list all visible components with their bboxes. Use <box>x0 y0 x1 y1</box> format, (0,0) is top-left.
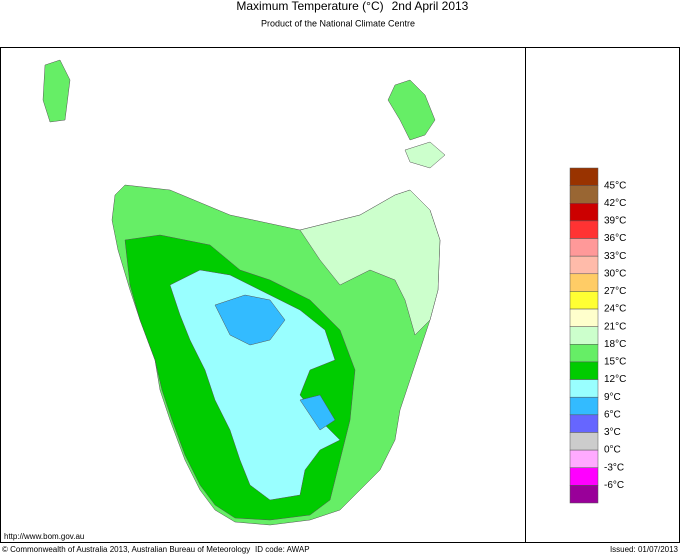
legend-label: 15°C <box>604 357 626 368</box>
legend-swatch <box>569 273 599 292</box>
id-code: ID code: AWAP <box>255 545 310 554</box>
legend-label: 45°C <box>604 180 626 191</box>
legend-label: 6°C <box>604 409 621 420</box>
legend-swatch <box>569 344 599 363</box>
legend-swatch <box>569 326 599 345</box>
region-6-9 <box>299 394 336 431</box>
legend-label: 9°C <box>604 392 621 403</box>
region-18-21 <box>299 189 441 336</box>
legend-label: 33°C <box>604 251 626 262</box>
legend-swatch <box>569 467 599 486</box>
legend-swatch <box>569 432 599 451</box>
legend-label: 42°C <box>604 198 626 209</box>
region-9-12 <box>169 269 341 501</box>
flinders-island <box>387 79 436 141</box>
cape-barren-island <box>404 141 446 169</box>
legend-swatch <box>569 291 599 310</box>
legend-swatch <box>569 308 599 327</box>
legend-swatch <box>569 167 599 186</box>
legend-label: 21°C <box>604 321 626 332</box>
legend-label: 39°C <box>604 216 626 227</box>
legend-label: 3°C <box>604 427 621 438</box>
legend-label: -6°C <box>604 480 624 491</box>
legend-swatch <box>569 220 599 239</box>
issued: Issued: 01/07/2013 <box>610 545 679 554</box>
legend-swatch <box>569 203 599 222</box>
legend-swatch <box>569 414 599 433</box>
region-6-9 <box>214 294 286 346</box>
legend-label: 27°C <box>604 286 626 297</box>
legend-label: 24°C <box>604 304 626 315</box>
legend-label: -3°C <box>604 462 624 473</box>
legend-label: 18°C <box>604 339 626 350</box>
legend-swatch <box>569 238 599 257</box>
king-island <box>42 59 71 123</box>
legend-swatch <box>569 379 599 398</box>
legend-swatch <box>569 361 599 380</box>
legend-swatch <box>569 485 599 504</box>
copyright: © Commonwealth of Australia 2013, Austra… <box>2 545 250 554</box>
legend-frame <box>525 47 680 543</box>
legend-swatch <box>569 185 599 204</box>
title: Maximum Temperature (°C) <box>236 0 383 13</box>
url: http://www.bom.gov.au <box>4 532 84 541</box>
legend-label: 12°C <box>604 374 626 385</box>
legend: 45°C 42°C 39°C 36°C 33°C 30°C 27°C 24°C 21°C 18°C… <box>569 167 626 504</box>
legend-label: 30°C <box>604 268 626 279</box>
date: 2nd April 2013 <box>392 0 469 13</box>
map <box>42 59 446 526</box>
legend-swatch <box>569 449 599 468</box>
subtitle: Product of the National Climate Centre <box>261 18 415 28</box>
legend-label: 0°C <box>604 445 621 456</box>
legend-swatch <box>569 396 599 416</box>
legend-swatch <box>569 255 599 275</box>
legend-label: 36°C <box>604 233 626 244</box>
